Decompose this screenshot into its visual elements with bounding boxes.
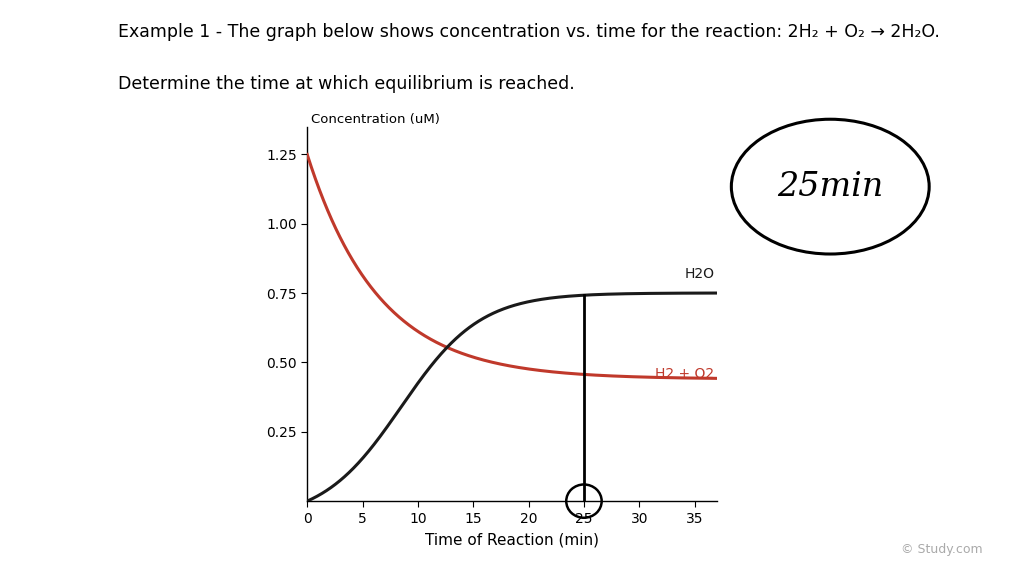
- Text: © Study.com: © Study.com: [901, 543, 983, 556]
- Text: Determine the time at which equilibrium is reached.: Determine the time at which equilibrium …: [118, 75, 574, 93]
- Text: Example 1 - The graph below shows concentration vs. time for the reaction: 2H₂ +: Example 1 - The graph below shows concen…: [118, 23, 940, 41]
- Text: H2 + O2: H2 + O2: [655, 366, 715, 381]
- Text: 25min: 25min: [777, 170, 884, 203]
- X-axis label: Time of Reaction (min): Time of Reaction (min): [425, 532, 599, 547]
- Text: H2O: H2O: [685, 267, 715, 281]
- Text: Concentration (uM): Concentration (uM): [311, 112, 440, 126]
